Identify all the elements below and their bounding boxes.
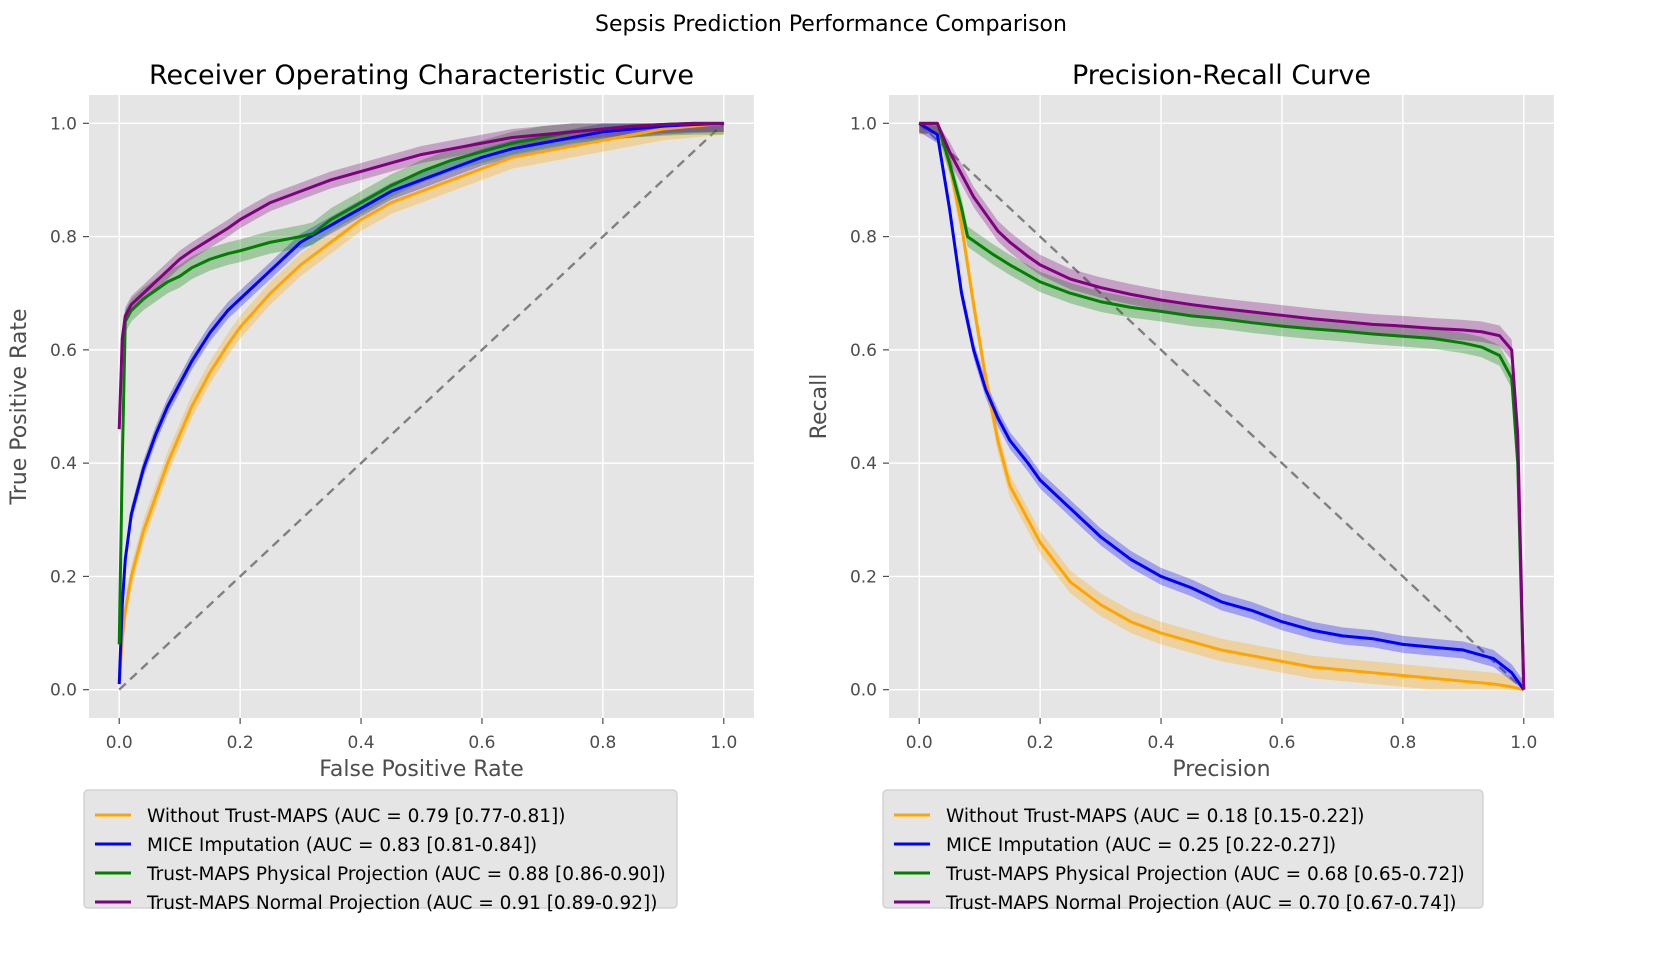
legend-label: MICE Imputation (AUC = 0.25 [0.22-0.27]) (946, 835, 1336, 856)
y-tick-label: 0.4 (850, 454, 877, 474)
y-tick-label: 0.6 (850, 341, 877, 361)
legend-label: MICE Imputation (AUC = 0.83 [0.81-0.84]) (147, 835, 537, 856)
series-line-1 (918, 122, 1525, 691)
legend-box (882, 789, 1484, 909)
x-axis-label: False Positive Rate (319, 757, 523, 782)
x-tick-label: 0.0 (106, 733, 133, 753)
y-tick-label: 0.8 (50, 228, 77, 248)
plot-marks (117, 121, 725, 691)
x-tick-label: 0.6 (468, 733, 495, 753)
legend-label: Trust-MAPS Normal Projection (AUC = 0.70… (945, 893, 1456, 914)
x-tick-label: 0.4 (348, 733, 375, 753)
x-tick-label: 0.0 (906, 733, 933, 753)
x-tick-label: 0.8 (1389, 733, 1416, 753)
reference-line (918, 122, 1525, 691)
legend-box (83, 789, 678, 909)
pr-chart: 0.0 0.2 0.4 0.6 0.8 1.0 0.0 0.2 0.4 0.6 0.8 1.0 Prec… (807, 60, 1554, 914)
x-tick-label: 1.0 (710, 733, 737, 753)
x-axis-label: Precision (1172, 757, 1270, 782)
reference-line (118, 122, 725, 691)
series-line-1 (117, 121, 724, 685)
chart-title: Receiver Operating Characteristic Curve (149, 60, 694, 91)
x-tick-label: 0.4 (1148, 733, 1175, 753)
legend-label: Trust-MAPS Physical Projection (AUC = 0.… (146, 864, 666, 885)
x-tick-label: 0.6 (1268, 733, 1295, 753)
y-tick-label: 0.8 (850, 228, 877, 248)
y-tick-label: 0.4 (50, 454, 77, 474)
y-tick-label: 0.6 (50, 341, 77, 361)
legend: Without Trust-MAPS (AUC = 0.79 [0.77-0.8… (83, 789, 678, 914)
y-axis-label: True Positive Rate (7, 309, 32, 506)
legend-label: Without Trust-MAPS (AUC = 0.18 [0.15-0.2… (946, 806, 1364, 827)
y-tick-label: 0.2 (50, 567, 77, 587)
series-line-2 (919, 121, 1526, 690)
x-tick-label: 0.8 (589, 733, 616, 753)
x-tick-label: 0.2 (1027, 733, 1054, 753)
x-tick-label: 1.0 (1510, 733, 1537, 753)
series-line-3 (919, 121, 1526, 690)
legend-label: Trust-MAPS Physical Projection (AUC = 0.… (945, 864, 1465, 885)
confidence-band-1 (119, 123, 724, 690)
x-tick-label: 0.2 (227, 733, 254, 753)
figure-title: Sepsis Prediction Performance Comparison (595, 12, 1067, 37)
roc-chart: 0.0 0.2 0.4 0.6 0.8 1.0 0.0 0.2 0.4 0.6 0.8 1.0 Rece… (7, 60, 754, 914)
y-tick-label: 1.0 (50, 114, 77, 134)
plot-marks (918, 121, 1526, 692)
chart-title: Precision-Recall Curve (1072, 60, 1371, 91)
series-line-3 (117, 121, 724, 430)
y-tick-label: 0.0 (50, 681, 77, 701)
y-tick-label: 0.2 (850, 567, 877, 587)
legend-label: Trust-MAPS Normal Projection (AUC = 0.91… (146, 893, 657, 914)
series-line-0 (117, 121, 724, 685)
series-line-0 (919, 121, 1525, 692)
y-axis-label: Recall (807, 374, 832, 440)
legend-label: Without Trust-MAPS (AUC = 0.79 [0.77-0.8… (147, 806, 565, 827)
y-tick-label: 0.0 (850, 681, 877, 701)
legend: Without Trust-MAPS (AUC = 0.18 [0.15-0.2… (882, 789, 1484, 914)
y-tick-label: 1.0 (850, 114, 877, 134)
